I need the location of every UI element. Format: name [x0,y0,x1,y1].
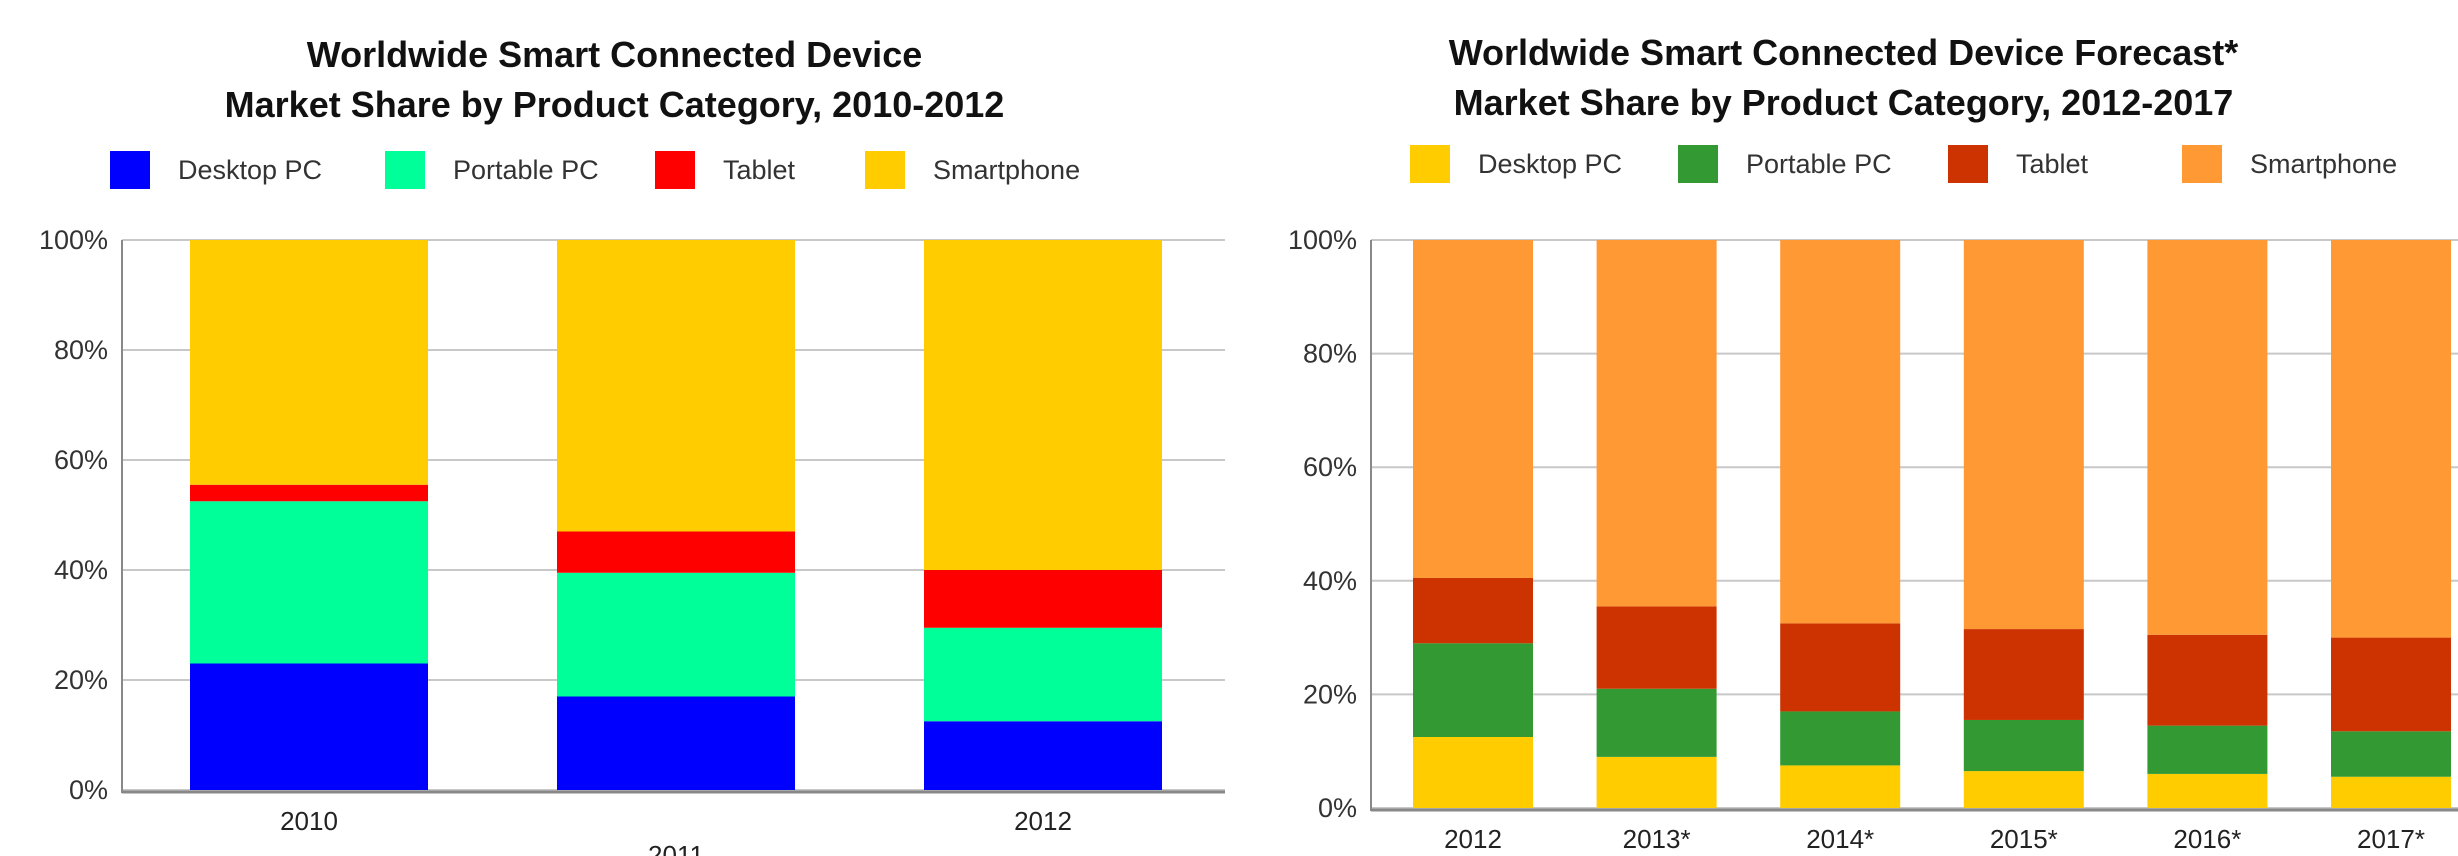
x-tick-label: 2010 [280,806,338,836]
y-tick-label: 80% [54,335,108,365]
legend-swatch [1410,145,1450,183]
bar-segment [557,696,795,790]
legend-label: Smartphone [933,154,1081,185]
bar-segment [557,531,795,573]
chart-title-line2: Market Share by Product Category, 2010-2… [224,84,1005,125]
x-tick-label: 2017* [2357,824,2425,854]
bar-segment [1596,606,1717,689]
bar-segment [1780,240,1901,624]
legend-label: Portable PC [1746,148,1892,179]
x-tick-label: 2015* [1990,824,2058,854]
bar-segment [1596,240,1717,607]
chart-title-line2: Market Share by Product Category, 2012-2… [1453,82,2234,123]
legend-item-portable-pc: Portable PC [1678,140,1892,188]
bar-segment [1963,719,2084,772]
bar-segment [557,572,795,697]
chart-legend: Desktop PC Portable PC Tablet Smartphone [0,146,1229,194]
y-tick-label: 40% [54,555,108,585]
y-tick-label: 20% [54,665,108,695]
legend-swatch [1678,145,1718,183]
bar-segment [1780,765,1901,808]
bar-segment [190,240,428,485]
chart-plot-left: 0% 20% 40% 60% 80% 100% 2010 2011 2012 [39,225,1225,856]
legend-item-tablet: Tablet [655,146,795,194]
legend-label: Desktop PC [178,154,323,185]
legend-item-portable-pc: Portable PC [385,146,599,194]
y-tick-label: 100% [39,225,108,255]
bar-segment [2147,773,2268,808]
chart-right: Worldwide Smart Connected Device Forecas… [1229,0,2458,856]
legend-label: Desktop PC [1478,148,1623,179]
y-tick-label: 100% [1288,225,1357,255]
bar-segment [1963,771,2084,808]
legend-swatch [385,151,425,189]
legend-label: Tablet [2016,148,2089,179]
bar-segment [1780,623,1901,712]
legend-swatch [2182,145,2222,183]
bar-segment [1963,629,2084,720]
legend-item-smartphone: Smartphone [2182,140,2397,188]
bar-segment [190,484,428,502]
bar-segment [190,663,428,790]
legend-swatch [110,151,150,189]
chart-left: Worldwide Smart Connected Device Market … [0,34,1229,856]
x-tick-label: 2012 [1014,806,1072,836]
legend-swatch [1948,145,1988,183]
y-tick-label: 0% [69,775,108,805]
legend-item-desktop-pc: Desktop PC [110,146,322,194]
chart-plot-right: 0% 20% 40% 60% 80% 100% 2012 2013* 2014* 2015* 201… [1288,225,2458,854]
y-tick-label: 20% [1303,679,1357,709]
y-tick-label: 60% [54,445,108,475]
bar-segment [1413,737,1533,808]
bar-segment [2331,776,2451,808]
x-tick-label: 2016* [2173,824,2241,854]
legend-label: Portable PC [453,154,599,185]
bar-segment [2147,725,2268,774]
x-tick-label: 2014* [1806,824,1874,854]
bar-segment [1596,756,1717,808]
y-tick-label: 80% [1303,339,1357,369]
y-tick-label: 0% [1318,793,1357,823]
bar-segment [1413,643,1533,737]
bar-segment [1596,688,1717,757]
legend-item-desktop-pc: Desktop PC [1410,140,1622,188]
legend-swatch [655,151,695,189]
legend-item-tablet: Tablet [1948,140,2088,188]
x-tick-label: 2013* [1623,824,1691,854]
bar-segment [924,721,1162,790]
bar-segment [1780,711,1901,766]
bar-segment [190,501,428,664]
bar-segment [2331,240,2451,638]
bar-segment [557,240,795,532]
bar-segment [1963,240,2084,630]
chart-title-line1: Worldwide Smart Connected Device Forecas… [1448,32,2239,73]
legend-swatch [865,151,905,189]
bar-segment [1413,577,1533,644]
bar-segment [2147,634,2268,726]
y-tick-label: 60% [1303,452,1357,482]
x-tick-label: 2011 [648,840,704,856]
bar-segment [924,240,1162,570]
legend-label: Smartphone [2250,148,2398,179]
bar-segment [2331,731,2451,777]
bar-segment [2331,637,2451,732]
bar-segment [924,627,1162,722]
bar-segment [1413,240,1533,578]
y-tick-label: 40% [1303,566,1357,596]
bar-segment [924,570,1162,628]
bar-segment [2147,240,2268,635]
chart-legend: Desktop PC Portable PC Tablet Smartphone [1229,140,2458,188]
legend-item-smartphone: Smartphone [865,146,1080,194]
legend-label: Tablet [723,154,796,185]
x-tick-label: 2012 [1444,824,1502,854]
chart-title-line1: Worldwide Smart Connected Device [306,34,923,75]
